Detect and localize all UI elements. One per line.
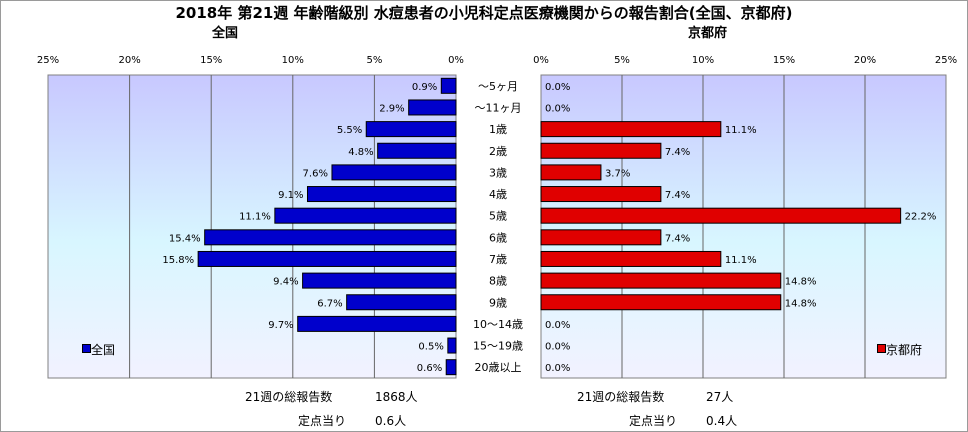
left-bar (447, 337, 457, 354)
category-label: ～5ヶ月 (478, 80, 518, 93)
category-label: 1歳 (489, 123, 507, 136)
right-tick-label: 5% (614, 55, 630, 66)
right-value-label: 0.0% (545, 82, 570, 93)
right-bar (540, 229, 662, 246)
right-bar (540, 250, 722, 267)
left-value-label: 9.1% (278, 190, 303, 201)
category-label: 4歳 (489, 188, 507, 201)
right-bar (540, 272, 782, 289)
left-value-label: 4.8% (348, 147, 373, 158)
left-per-value: 0.6人 (375, 414, 407, 428)
right-value-label: 22.2% (905, 212, 937, 223)
right-total-label: 21週の総報告数 (577, 390, 665, 404)
left-bar (297, 315, 457, 332)
right-value-label: 11.1% (725, 125, 757, 136)
right-value-label: 7.4% (665, 233, 690, 244)
left-legend: 全国 (82, 341, 115, 358)
left-legend-swatch (82, 344, 91, 353)
left-bar (302, 272, 457, 289)
right-tick-label: 10% (692, 55, 714, 66)
left-value-label: 0.5% (418, 342, 443, 353)
left-value-label: 0.6% (417, 363, 442, 374)
category-label: 9歳 (489, 296, 507, 309)
left-value-label: 5.5% (337, 125, 362, 136)
right-tick-label: 0% (533, 55, 549, 66)
right-value-label: 7.4% (665, 190, 690, 201)
right-value-label: 0.0% (545, 342, 570, 353)
left-bar (445, 359, 457, 376)
left-value-label: 7.6% (303, 168, 328, 179)
right-legend: 京都府 (877, 341, 922, 358)
left-bar (377, 142, 457, 159)
left-tick-label: 5% (366, 55, 382, 66)
left-panel-label: 全国 (212, 26, 239, 41)
left-bar (408, 99, 457, 116)
category-label: 15～19歳 (473, 340, 523, 353)
left-plot-area (47, 74, 457, 379)
left-value-label: 6.7% (317, 298, 342, 309)
left-tick-label: 15% (200, 55, 222, 66)
left-tick-label: 0% (448, 55, 464, 66)
left-tick-label: 25% (37, 55, 59, 66)
category-label: 6歳 (489, 231, 507, 244)
right-value-label: 14.8% (785, 298, 817, 309)
right-bar (540, 186, 662, 203)
right-value-label: 0.0% (545, 363, 570, 374)
right-bar (540, 164, 602, 181)
right-per-label: 定点当り (629, 414, 678, 428)
category-label: 7歳 (489, 253, 507, 266)
category-label: 20歳以上 (475, 361, 522, 374)
left-total-value: 1868人 (375, 390, 418, 404)
chart-title: 2018年 第21週 年齢階級別 水痘患者の小児科定点医療機関からの報告割合(全… (175, 4, 793, 22)
left-total-label: 21週の総報告数 (245, 390, 333, 404)
right-bar (540, 121, 722, 138)
right-bar (540, 142, 662, 159)
left-bar (346, 294, 457, 311)
right-total-value: 27人 (706, 390, 734, 404)
left-value-label: 15.8% (162, 255, 194, 266)
left-tick-label: 10% (282, 55, 304, 66)
right-value-label: 3.7% (605, 168, 630, 179)
left-per-label: 定点当り (298, 414, 347, 428)
left-tick-label: 20% (118, 55, 140, 66)
left-value-label: 9.7% (268, 320, 293, 331)
category-label: 2歳 (489, 145, 507, 158)
left-value-label: 9.4% (273, 277, 298, 288)
right-plot-area (540, 74, 947, 379)
left-value-label: 2.9% (379, 103, 404, 114)
left-bar (197, 250, 457, 267)
category-label: 3歳 (489, 166, 507, 179)
right-value-label: 0.0% (545, 320, 570, 331)
right-tick-label: 20% (854, 55, 876, 66)
left-bar (365, 121, 457, 138)
left-bar (440, 77, 457, 94)
right-bar (540, 294, 782, 311)
right-panel-label: 京都府 (688, 26, 728, 41)
left-bar (274, 207, 457, 224)
right-value-label: 11.1% (725, 255, 757, 266)
right-legend-swatch (877, 344, 886, 353)
left-value-label: 0.9% (412, 82, 437, 93)
category-label: 8歳 (489, 275, 507, 288)
category-label: 5歳 (489, 210, 507, 223)
category-label: 10～14歳 (473, 318, 523, 331)
left-bar (204, 229, 457, 246)
right-tick-label: 15% (773, 55, 795, 66)
right-value-label: 7.4% (665, 147, 690, 158)
right-legend-label: 京都府 (886, 343, 923, 357)
left-value-label: 15.4% (169, 233, 201, 244)
right-per-value: 0.4人 (706, 414, 738, 428)
left-value-label: 11.1% (239, 212, 271, 223)
right-value-label: 14.8% (785, 277, 817, 288)
right-value-label: 0.0% (545, 103, 570, 114)
left-bar (306, 186, 457, 203)
right-tick-label: 25% (935, 55, 957, 66)
left-legend-label: 全国 (91, 343, 116, 357)
right-bar (540, 207, 902, 224)
category-label: ～11ヶ月 (475, 101, 522, 114)
left-bar (331, 164, 457, 181)
